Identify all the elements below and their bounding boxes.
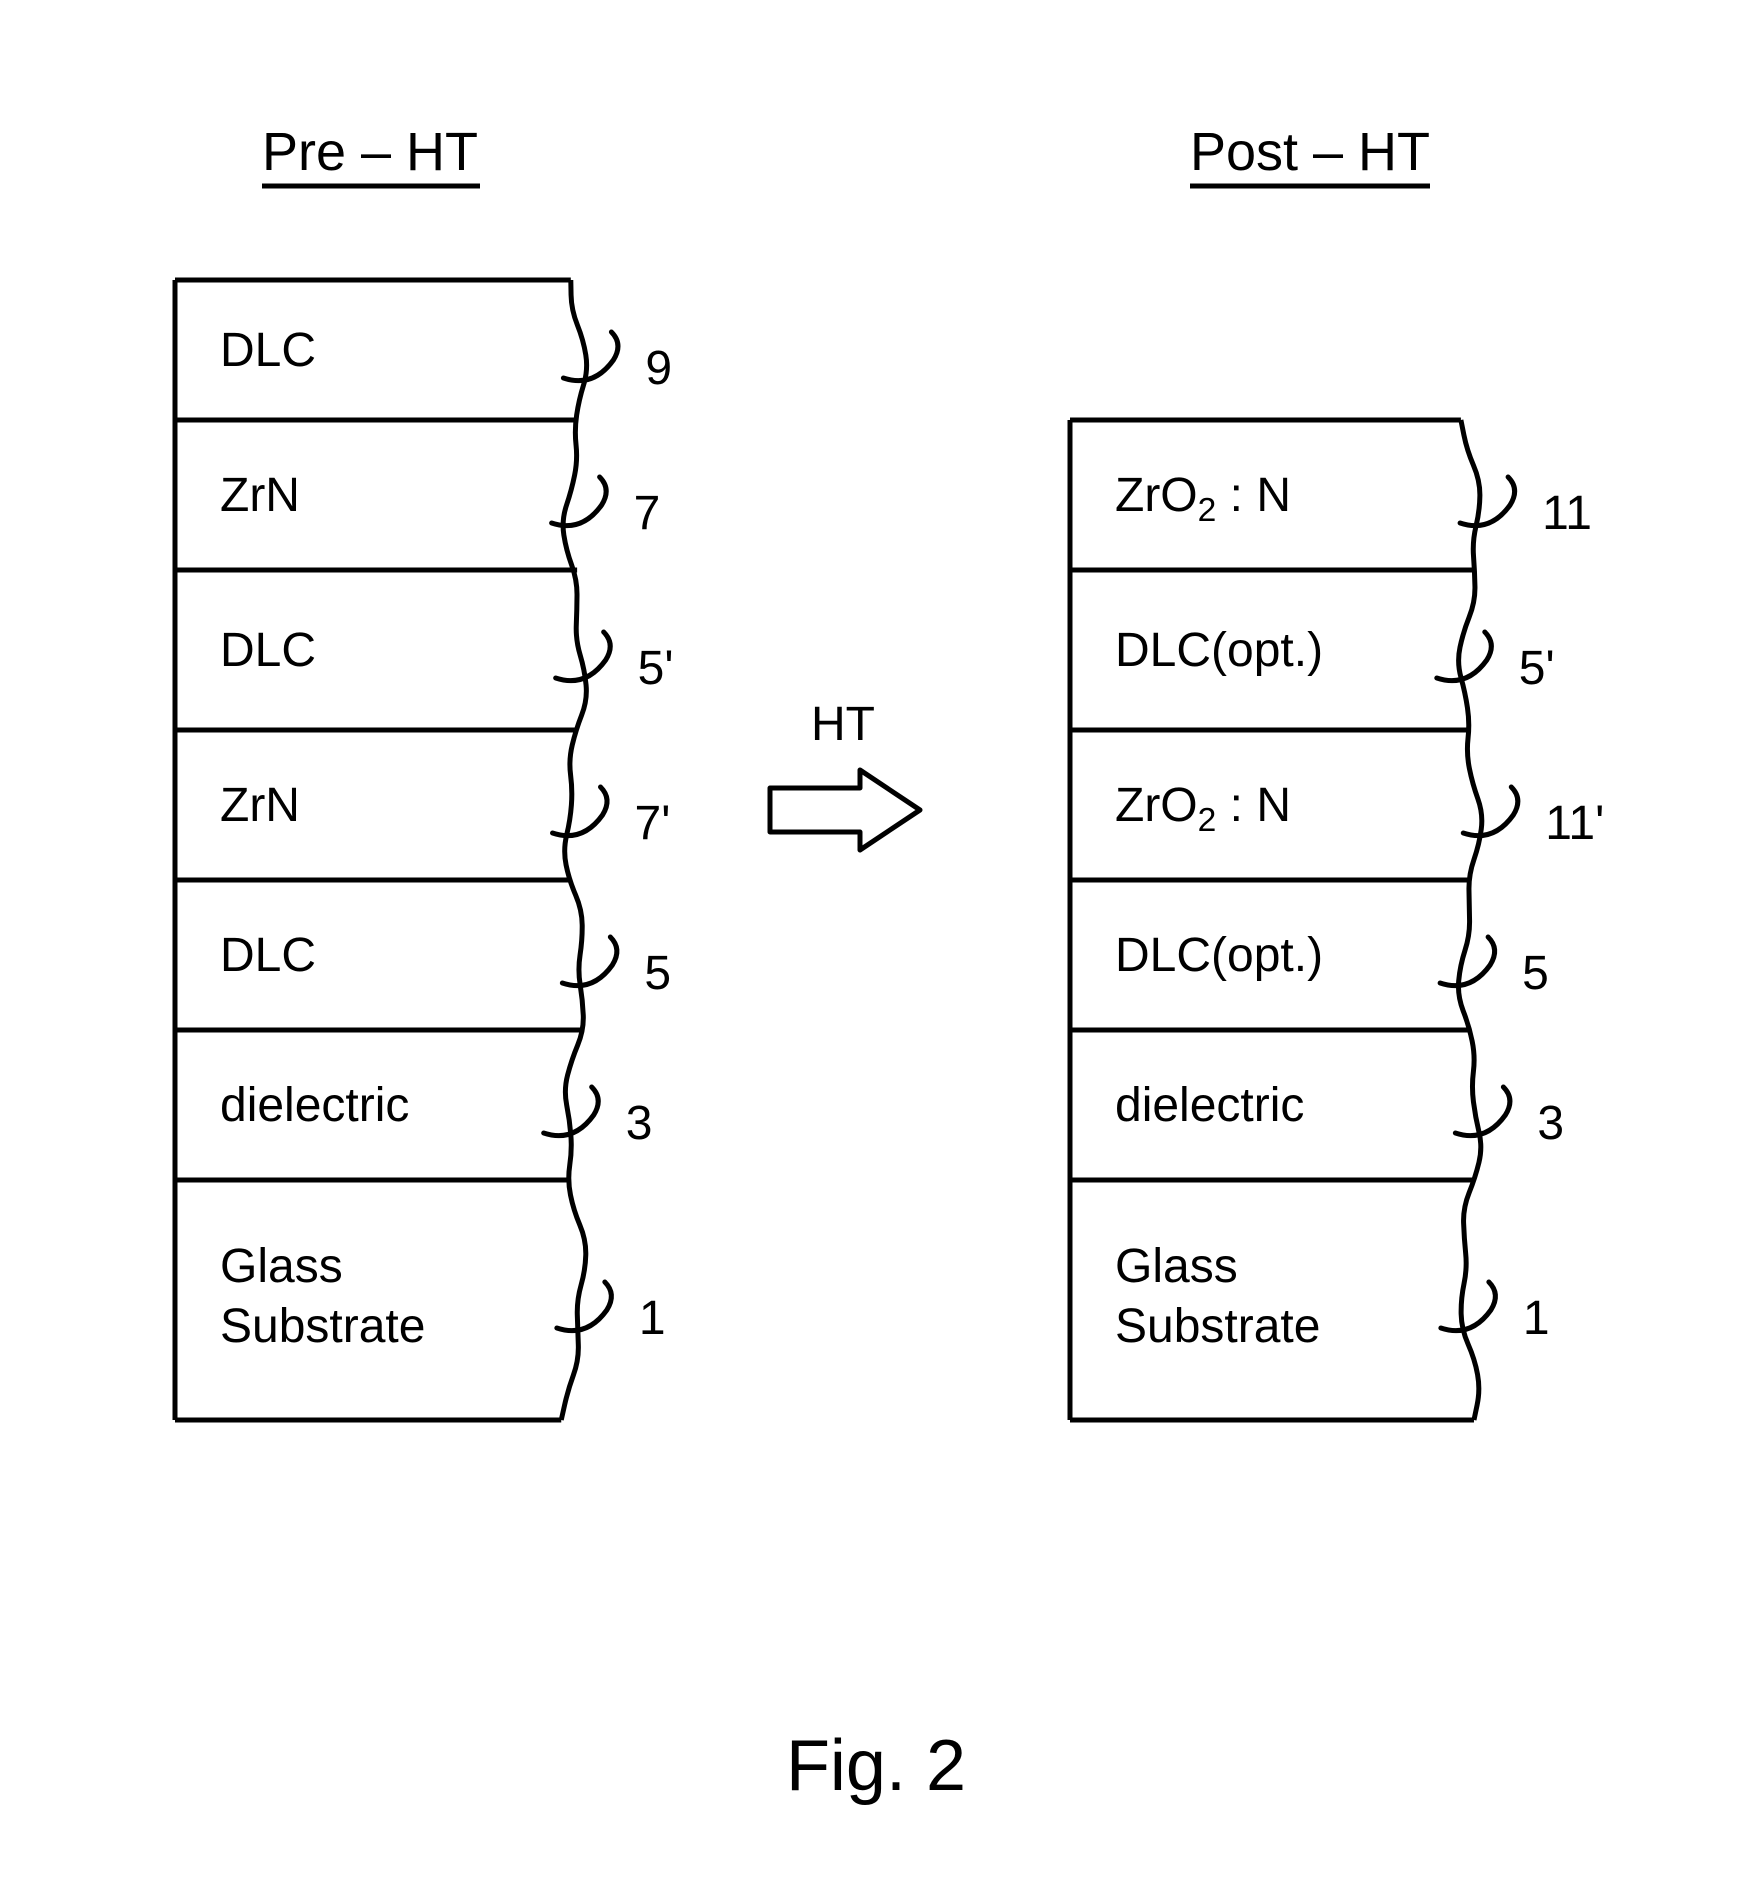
layer-label: ZrN [220,469,300,522]
layer-label: Substrate [220,1300,425,1353]
ref-number: 7 [634,487,661,540]
ht-arrow: HT [770,698,920,850]
layer-label: DLC [220,929,316,982]
ref-number: 11' [1545,797,1604,850]
layer-label: DLC(opt.) [1115,624,1323,677]
figure-caption: Fig. 2 [786,1726,966,1806]
header-pre-ht: Pre – HT [262,122,478,182]
left-stack-right-edge [561,280,586,1420]
right-stack: ZrO2 : N 11 DLC(opt.) 5' ZrO2 : N 11' DLC(opt.… [1070,420,1604,1420]
layer-label: DLC [220,624,316,677]
layer-label: dielectric [1115,1079,1304,1132]
ref-number: 1 [1523,1292,1550,1345]
layer-label: ZrO2 : N [1115,779,1291,839]
ref-number: 5 [644,947,671,1000]
layer-label: dielectric [220,1079,409,1132]
ref-number: 5' [638,642,674,695]
layer-label: Substrate [1115,1300,1320,1353]
layer-label: Glass [220,1240,343,1293]
ref-number: 3 [1537,1097,1564,1150]
ref-number: 9 [645,342,672,395]
ref-number: 5' [1519,642,1555,695]
ref-number: 1 [639,1292,666,1345]
layer-label: DLC(opt.) [1115,929,1323,982]
ref-number: 3 [626,1097,653,1150]
layer-label: Glass [1115,1240,1238,1293]
layer-label: ZrO2 : N [1115,469,1291,529]
left-stack: DLC 9 ZrN 7 DLC 5' ZrN 7' DLC 5 dielectric 3 Glass Su… [175,280,674,1420]
ref-number: 5 [1522,947,1549,1000]
layer-label: DLC [220,324,316,377]
ref-number: 7' [635,797,671,850]
ref-number: 11 [1542,487,1592,540]
header-post-ht: Post – HT [1190,122,1430,182]
ht-arrow-label: HT [811,698,875,751]
layer-label: ZrN [220,779,300,832]
